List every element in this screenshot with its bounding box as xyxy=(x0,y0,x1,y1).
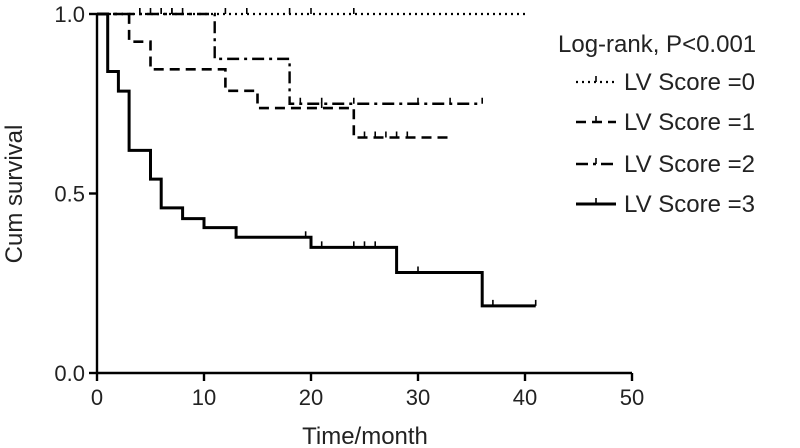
survival-curve xyxy=(97,12,451,139)
legend-label: LV Score =2 xyxy=(624,151,755,178)
x-tick-label: 20 xyxy=(299,385,323,410)
x-axis: 0 10 20 30 40 50 xyxy=(91,371,644,410)
plot-area xyxy=(97,8,537,308)
y-axis: 0.0 0.5 1.0 xyxy=(54,2,99,386)
x-tick-label: 0 xyxy=(91,385,103,410)
x-axis-title: Time/month xyxy=(302,423,428,448)
series-2 xyxy=(97,8,484,105)
x-tick-label: 50 xyxy=(620,385,644,410)
legend: Log-rank, P<0.001 LV Score =0 LV Score =1… xyxy=(558,31,756,218)
x-tick-label: 40 xyxy=(513,385,537,410)
legend-title: Log-rank, P<0.001 xyxy=(558,31,756,58)
legend-label: LV Score =3 xyxy=(624,191,755,218)
y-tick-label: 0.5 xyxy=(54,182,85,207)
survival-curve xyxy=(97,12,483,105)
y-axis-title: Cum survival xyxy=(1,125,28,264)
x-tick-label: 10 xyxy=(192,385,216,410)
series-3 xyxy=(97,12,537,308)
survival-curve xyxy=(97,12,536,308)
y-tick-label: 0.0 xyxy=(54,361,85,386)
legend-label: LV Score =1 xyxy=(624,109,755,136)
x-tick-label: 30 xyxy=(406,385,430,410)
legend-label: LV Score =0 xyxy=(624,69,755,96)
y-tick-label: 1.0 xyxy=(54,2,85,27)
series-1 xyxy=(97,12,451,139)
